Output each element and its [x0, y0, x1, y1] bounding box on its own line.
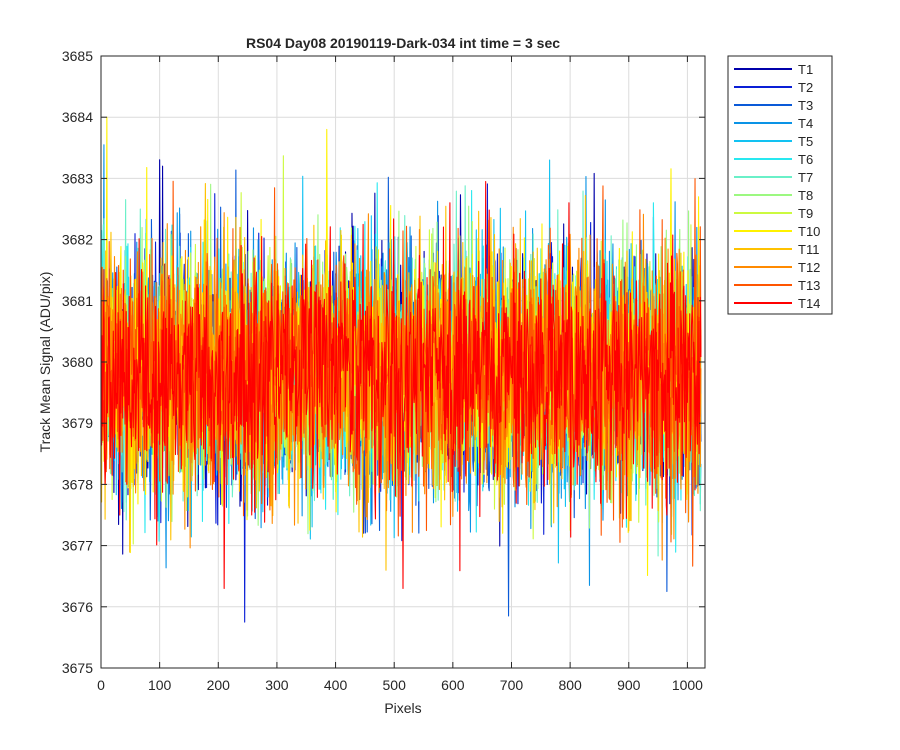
legend-label-t9: T9 — [798, 206, 813, 221]
x-tick-label: 500 — [383, 677, 407, 693]
x-tick-label: 700 — [500, 677, 524, 693]
legend-label-t4: T4 — [798, 116, 813, 131]
legend-label-t7: T7 — [798, 170, 813, 185]
legend-box — [727, 55, 833, 315]
y-tick-label: 3685 — [62, 48, 93, 64]
x-axis-ticks: 0 100 200 300 400 500 600 700 800 900 1000 — [97, 56, 703, 693]
y-tick-label: 3684 — [62, 109, 93, 125]
x-tick-label: 600 — [441, 677, 465, 693]
y-axis-label: Track Mean Signal (ADU/pix) — [37, 272, 53, 453]
y-axis-ticks: 3675 3676 3677 3678 3679 3680 3681 3682 3683 3684… — [62, 48, 705, 676]
x-tick-label: 900 — [617, 677, 641, 693]
y-tick-label: 3683 — [62, 170, 93, 186]
legend-label-t2: T2 — [798, 80, 813, 95]
x-tick-label: 0 — [97, 677, 105, 693]
y-tick-label: 3681 — [62, 293, 93, 309]
y-tick-label: 3676 — [62, 599, 93, 615]
legend-label-t8: T8 — [798, 188, 813, 203]
x-tick-label: 400 — [324, 677, 348, 693]
chart-title: RS04 Day08 20190119-Dark-034 int time = … — [246, 35, 560, 51]
x-tick-label: 800 — [558, 677, 582, 693]
x-tick-label: 300 — [265, 677, 289, 693]
legend-label-t11: T11 — [798, 242, 819, 257]
y-tick-label: 3675 — [62, 660, 93, 676]
series-layer — [101, 116, 702, 623]
legend-label-t6: T6 — [798, 152, 813, 167]
y-tick-label: 3680 — [62, 354, 93, 370]
x-axis-label: Pixels — [384, 700, 421, 716]
y-tick-label: 3679 — [62, 415, 93, 431]
legend-label-t13: T13 — [798, 278, 820, 293]
legend-label-t3: T3 — [798, 98, 813, 113]
legend-label-t1: T1 — [798, 62, 813, 77]
y-tick-label: 3677 — [62, 538, 93, 554]
legend[interactable]: T1 T2 T3 T4 T5 T6 T7 T8 T9 T10 T11 T12 T13 T14 — [727, 55, 833, 315]
legend-label-t14: T14 — [798, 296, 820, 311]
x-tick-label: 200 — [207, 677, 231, 693]
legend-label-t10: T10 — [798, 224, 820, 239]
x-tick-label: 100 — [148, 677, 172, 693]
y-tick-label: 3682 — [62, 232, 93, 248]
series-line-t14 — [101, 180, 702, 589]
legend-label-t12: T12 — [798, 260, 820, 275]
y-tick-label: 3678 — [62, 476, 93, 492]
x-tick-label: 1000 — [672, 677, 703, 693]
legend-label-t5: T5 — [798, 134, 813, 149]
